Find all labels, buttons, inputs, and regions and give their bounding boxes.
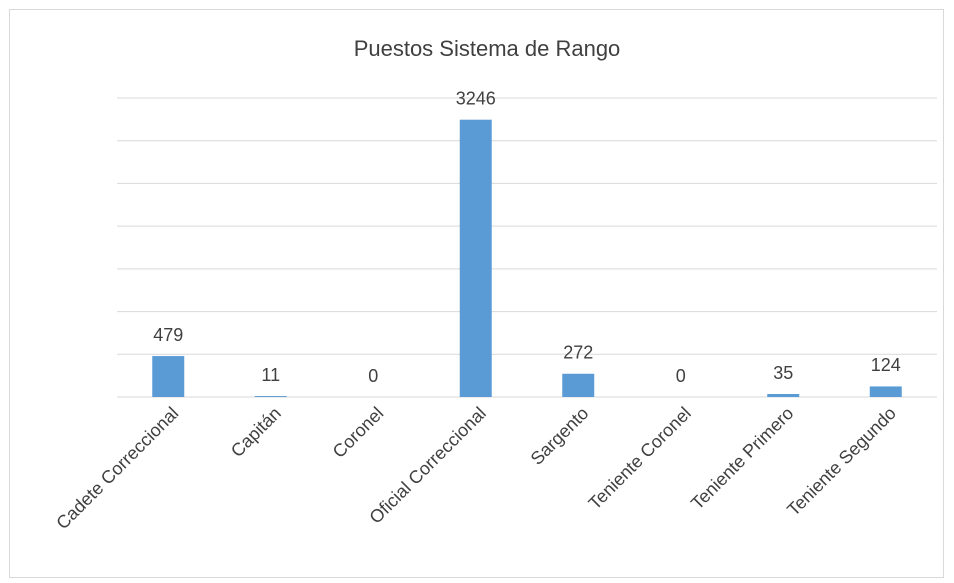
data-label: 11 [261, 365, 280, 385]
bar [459, 119, 492, 398]
data-label: 0 [676, 366, 686, 386]
bar [562, 373, 595, 397]
data-label: 272 [563, 343, 593, 363]
data-label: 124 [871, 355, 901, 375]
data-label: 0 [368, 366, 378, 386]
bar [254, 396, 287, 397]
data-label: 3246 [456, 88, 496, 108]
data-label: 35 [773, 363, 793, 383]
bar [767, 394, 800, 397]
chart-title: Puestos Sistema de Rango [354, 36, 621, 61]
bar [869, 386, 902, 397]
data-label: 479 [153, 325, 183, 345]
bar [152, 356, 185, 397]
